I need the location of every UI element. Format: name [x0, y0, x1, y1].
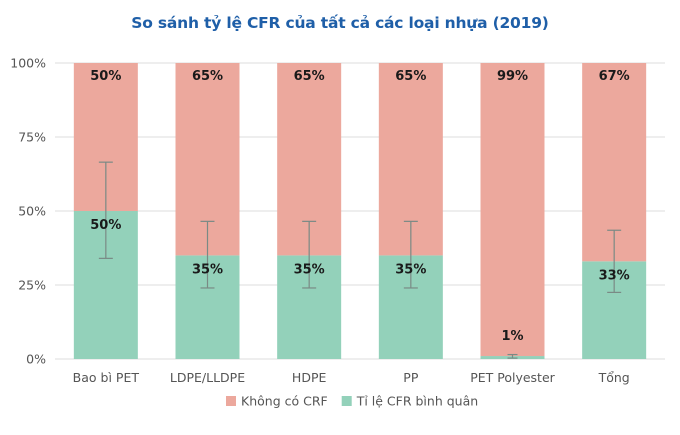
legend-label: Tỉ lệ CFR bình quân	[356, 394, 478, 409]
y-tick-label: 0%	[26, 352, 46, 367]
data-label-cfr-average: 35%	[294, 262, 325, 277]
data-label-no-crf: 65%	[294, 69, 325, 84]
data-label-cfr-average: 35%	[395, 262, 426, 277]
legend-swatch	[226, 396, 236, 406]
data-label-cfr-average: 35%	[192, 262, 223, 277]
y-tick-label: 25%	[18, 278, 46, 293]
legend-swatch	[341, 396, 352, 406]
y-tick-label: 100%	[10, 56, 46, 71]
data-label-no-crf: 99%	[497, 69, 528, 84]
bar-no-crf	[480, 63, 545, 357]
x-category-label: LDPE/LLDPE	[170, 370, 245, 385]
chart-title: So sánh tỷ lệ CFR của tất cả các loại nh…	[131, 14, 549, 32]
x-category-label: Bao bì PET	[73, 370, 140, 385]
data-label-cfr-average: 50%	[90, 218, 121, 233]
y-tick-label: 75%	[18, 130, 46, 145]
y-tick-label: 50%	[18, 204, 46, 219]
data-label-no-crf: 65%	[395, 69, 426, 84]
x-category-label: HDPE	[292, 370, 327, 385]
x-category-label: PET Polyester	[470, 370, 555, 385]
data-label-no-crf: 50%	[90, 69, 121, 84]
data-label-no-crf: 65%	[192, 69, 223, 84]
bar-no-crf	[582, 63, 647, 262]
x-category-label: Tổng	[598, 370, 630, 385]
x-category-label: PP	[403, 370, 419, 385]
data-label-cfr-average: 33%	[599, 268, 630, 283]
legend-label: Không có CRF	[241, 394, 328, 409]
data-label-no-crf: 67%	[599, 69, 630, 84]
data-label-cfr-average: 1%	[501, 329, 523, 344]
